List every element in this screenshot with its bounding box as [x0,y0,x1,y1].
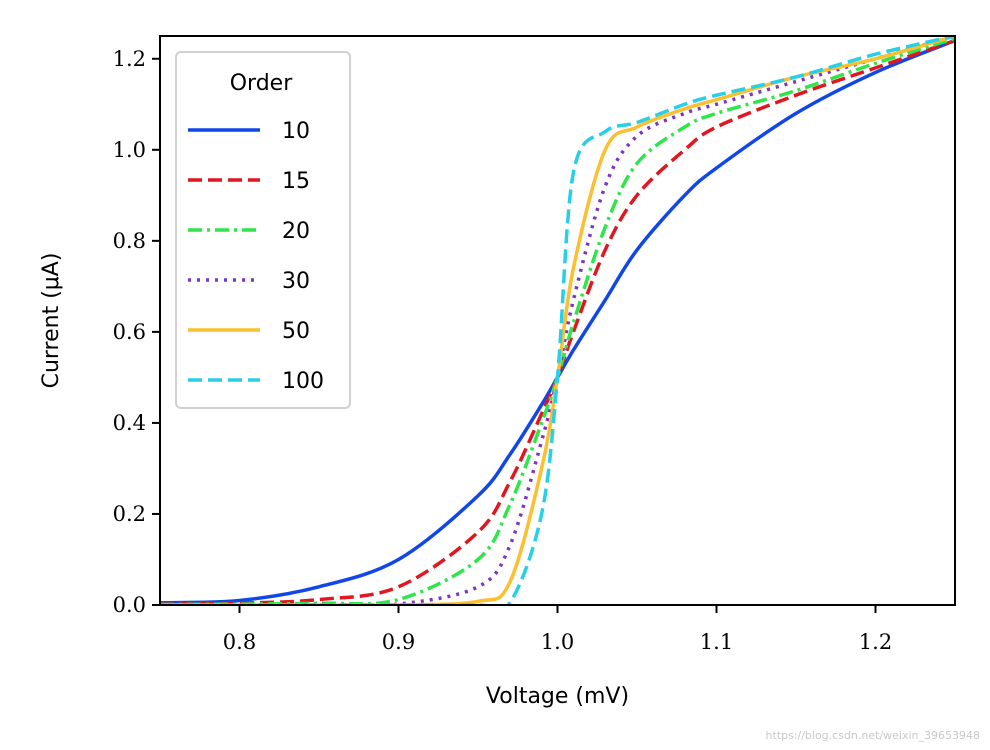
y-tick-label: 0.0 [113,593,146,617]
y-tick-label: 0.4 [113,411,146,435]
y-tick-label: 0.6 [113,320,146,344]
plot-frame [159,35,956,606]
legend-label-20: 20 [282,219,310,244]
y-axis-label: Current (μA) [39,253,64,389]
x-axis: 0.8 0.9 1.0 1.1 1.2 [223,605,892,654]
x-tick-label: 1.2 [859,630,892,654]
legend-label-100: 100 [282,369,324,394]
series-line-10 [160,38,955,605]
legend: Order 10 15 20 30 50 100 [175,51,351,409]
x-tick-label: 0.9 [382,630,415,654]
x-axis-label: Voltage (mV) [486,684,629,709]
y-tick-label: 0.8 [113,229,146,253]
legend-title: Order [230,71,293,96]
y-tick-label: 1.0 [113,138,146,162]
legend-label-10: 10 [282,119,310,144]
series-line-100 [160,36,955,605]
y-tick-label: 0.2 [113,502,146,526]
x-tick-label: 1.1 [700,630,733,654]
watermark: https://blog.csdn.net/weixin_39653948 [765,729,980,742]
x-tick-label: 0.8 [223,630,256,654]
x-tick-label: 1.0 [541,630,574,654]
legend-label-15: 15 [282,169,310,194]
y-axis: 0.0 0.2 0.4 0.6 0.8 1.0 1.2 [113,47,160,617]
series-line-20 [160,36,955,605]
plot-area [160,36,955,605]
series-line-30 [160,36,955,605]
legend-label-30: 30 [282,269,310,294]
legend-box [175,51,351,409]
legend-label-50: 50 [282,319,310,344]
y-tick-label: 1.2 [113,47,146,71]
